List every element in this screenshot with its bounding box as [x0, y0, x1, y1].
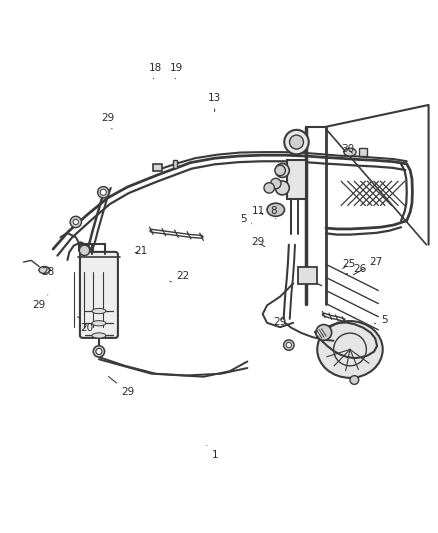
Circle shape [284, 340, 294, 350]
Text: 13: 13 [208, 93, 221, 111]
Circle shape [350, 376, 359, 384]
Circle shape [96, 349, 102, 354]
Circle shape [316, 325, 332, 340]
Circle shape [276, 181, 289, 195]
Text: 29: 29 [32, 295, 48, 310]
Circle shape [100, 189, 106, 195]
Bar [173, 159, 177, 168]
Ellipse shape [92, 309, 106, 313]
Text: 28: 28 [41, 266, 54, 277]
Text: 29: 29 [109, 376, 135, 397]
Text: 21: 21 [134, 246, 147, 256]
Text: 29: 29 [273, 317, 287, 327]
Circle shape [286, 343, 291, 348]
Text: 29: 29 [252, 238, 265, 247]
Text: 29: 29 [101, 113, 114, 129]
Ellipse shape [267, 203, 285, 216]
Circle shape [79, 245, 90, 256]
Circle shape [276, 164, 289, 177]
Circle shape [70, 216, 81, 228]
Ellipse shape [39, 266, 50, 273]
Text: 30: 30 [341, 143, 354, 154]
Circle shape [264, 183, 275, 193]
Circle shape [98, 187, 109, 198]
Ellipse shape [344, 148, 356, 156]
Circle shape [271, 179, 281, 189]
Bar [287, 159, 306, 199]
Circle shape [73, 220, 78, 224]
Text: 20: 20 [78, 317, 94, 333]
Ellipse shape [317, 321, 383, 378]
Bar [152, 164, 162, 171]
Bar [359, 148, 367, 157]
Text: 5: 5 [374, 315, 387, 325]
Text: 18: 18 [149, 63, 162, 79]
Text: 22: 22 [170, 271, 190, 282]
Text: 8: 8 [270, 206, 277, 219]
Text: 26: 26 [346, 264, 366, 274]
Text: 1: 1 [207, 446, 218, 460]
Circle shape [290, 135, 304, 149]
Circle shape [275, 165, 286, 176]
FancyBboxPatch shape [80, 252, 118, 338]
Bar [297, 267, 317, 284]
Circle shape [284, 130, 309, 154]
Text: 5: 5 [240, 214, 252, 224]
Text: 11: 11 [252, 206, 265, 216]
Ellipse shape [92, 333, 106, 338]
Text: 25: 25 [343, 260, 356, 269]
Text: 19: 19 [170, 63, 183, 79]
Circle shape [93, 346, 105, 357]
Text: 27: 27 [353, 257, 383, 275]
Ellipse shape [92, 321, 106, 326]
